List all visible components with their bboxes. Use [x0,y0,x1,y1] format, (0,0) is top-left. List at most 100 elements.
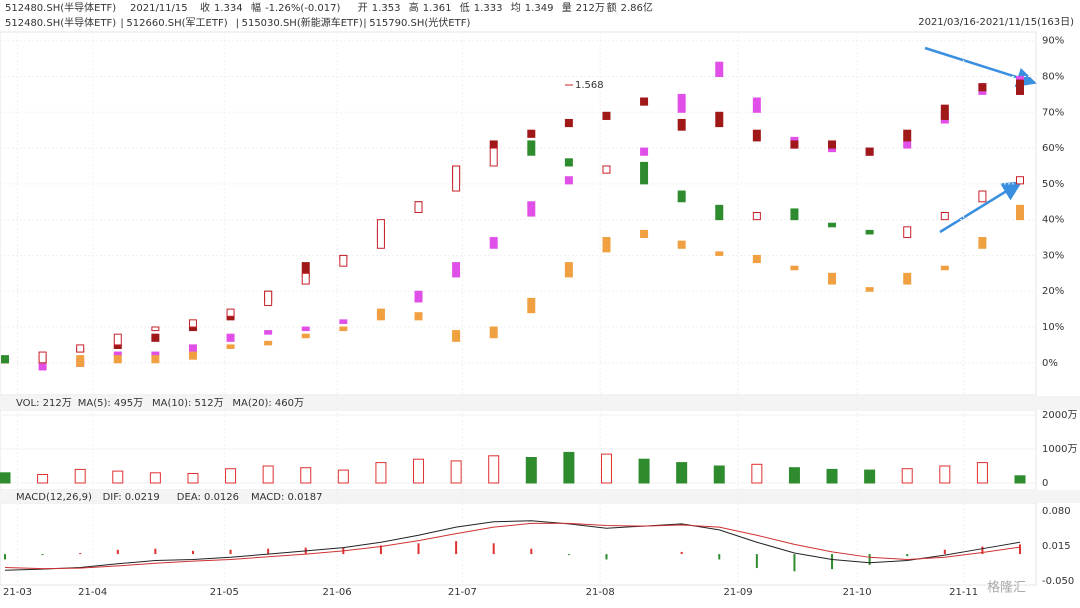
vol-legend: VOL: 212万 [16,398,72,409]
candle [414,312,423,321]
candle [790,265,799,271]
candle [640,97,649,106]
x-tick-label: 21-09 [724,587,753,598]
candle [940,265,949,271]
candle [752,129,761,142]
label: 高 [409,1,419,14]
candle [940,212,949,221]
candle [414,201,423,214]
y-tick-label: -0.050 [1042,576,1074,587]
candle [903,272,912,285]
y-tick-label: 50% [1042,179,1064,190]
macd-header-bg [0,490,1080,503]
y-tick-label: 10% [1042,322,1064,333]
candle [564,262,573,278]
y-tick-label: 80% [1042,72,1064,83]
candle [264,290,273,307]
candle [151,355,160,364]
candle [602,111,611,120]
candle [151,333,160,342]
candle [978,237,987,249]
candle [903,226,912,239]
value: 1.333 [474,3,503,14]
candle [188,319,197,328]
candle [414,290,423,303]
volume-bar [187,472,199,484]
candle [151,326,160,332]
candle [903,129,912,142]
volume-bar [262,465,274,484]
candle [113,351,122,357]
legend-1: 512660.SH(军工ETF) [126,17,227,29]
candle [1016,204,1024,221]
volume-bar [826,468,838,484]
candle [790,208,799,221]
candle [226,308,235,317]
volume-bar [901,468,913,484]
y-tick-label: 0% [1042,358,1058,369]
candle [677,93,686,113]
candle [1,355,9,364]
value: 1.349 [525,3,554,14]
volume-bar [337,469,349,484]
candle [527,140,536,156]
x-tick-label: 21-07 [448,587,477,598]
candle [226,344,235,349]
value: 1.361 [423,3,452,14]
candle [715,111,724,128]
label: 收 [200,1,210,14]
volume-bar [939,465,951,484]
candle [76,344,85,353]
candle [828,147,837,153]
volume-bar [600,453,612,484]
value: 1.334 [214,3,243,14]
volume-bar [676,462,688,484]
x-tick-label: 21-08 [586,587,615,598]
volume-bar [375,462,387,484]
volume-bar [525,457,537,484]
candle [339,254,348,267]
candle [564,158,573,167]
volume-bar [149,472,161,484]
value: 1.353 [372,3,401,14]
trend-arrow [939,181,1023,234]
y-tick-label: 90% [1042,36,1064,47]
volume-bar [225,468,237,484]
label: 低 [460,1,470,14]
y-tick-label: 2000万 [1042,410,1077,421]
volume-bar [713,465,725,484]
candle [564,176,573,185]
candle [715,204,724,221]
candle [715,251,724,256]
candle [527,201,536,217]
macd-line [4,520,1021,571]
candle [865,287,874,292]
macd-legend: MACD: 0.0187 [251,492,323,503]
candle [715,61,724,78]
vol-legend: MA(20): 460万 [232,398,304,409]
candle [301,272,310,285]
candle [752,212,761,221]
candle [978,83,987,92]
volume-bar [563,451,575,484]
candle [828,140,837,149]
legend-3: 515790.SH(光伏ETF) [369,16,470,29]
candle [264,330,273,335]
legend-sep: | [236,18,239,29]
watermark: 格隆汇 [987,580,1026,596]
candle [264,340,273,346]
candle [752,97,761,113]
date-range: 2021/03/16-2021/11/15(163日) [918,17,1074,28]
y-tick-label: 1000万 [1042,444,1077,455]
candle [339,326,348,332]
y-tick-label: 20% [1042,286,1064,297]
candle [602,237,611,253]
label: 额 [607,1,617,14]
label: 量 [562,2,572,14]
x-tick-label: 21-04 [78,587,107,598]
candle [489,326,498,339]
macd-legend: MACD(12,26,9) [16,492,92,503]
candle [301,326,310,332]
volume-bar [751,463,763,484]
